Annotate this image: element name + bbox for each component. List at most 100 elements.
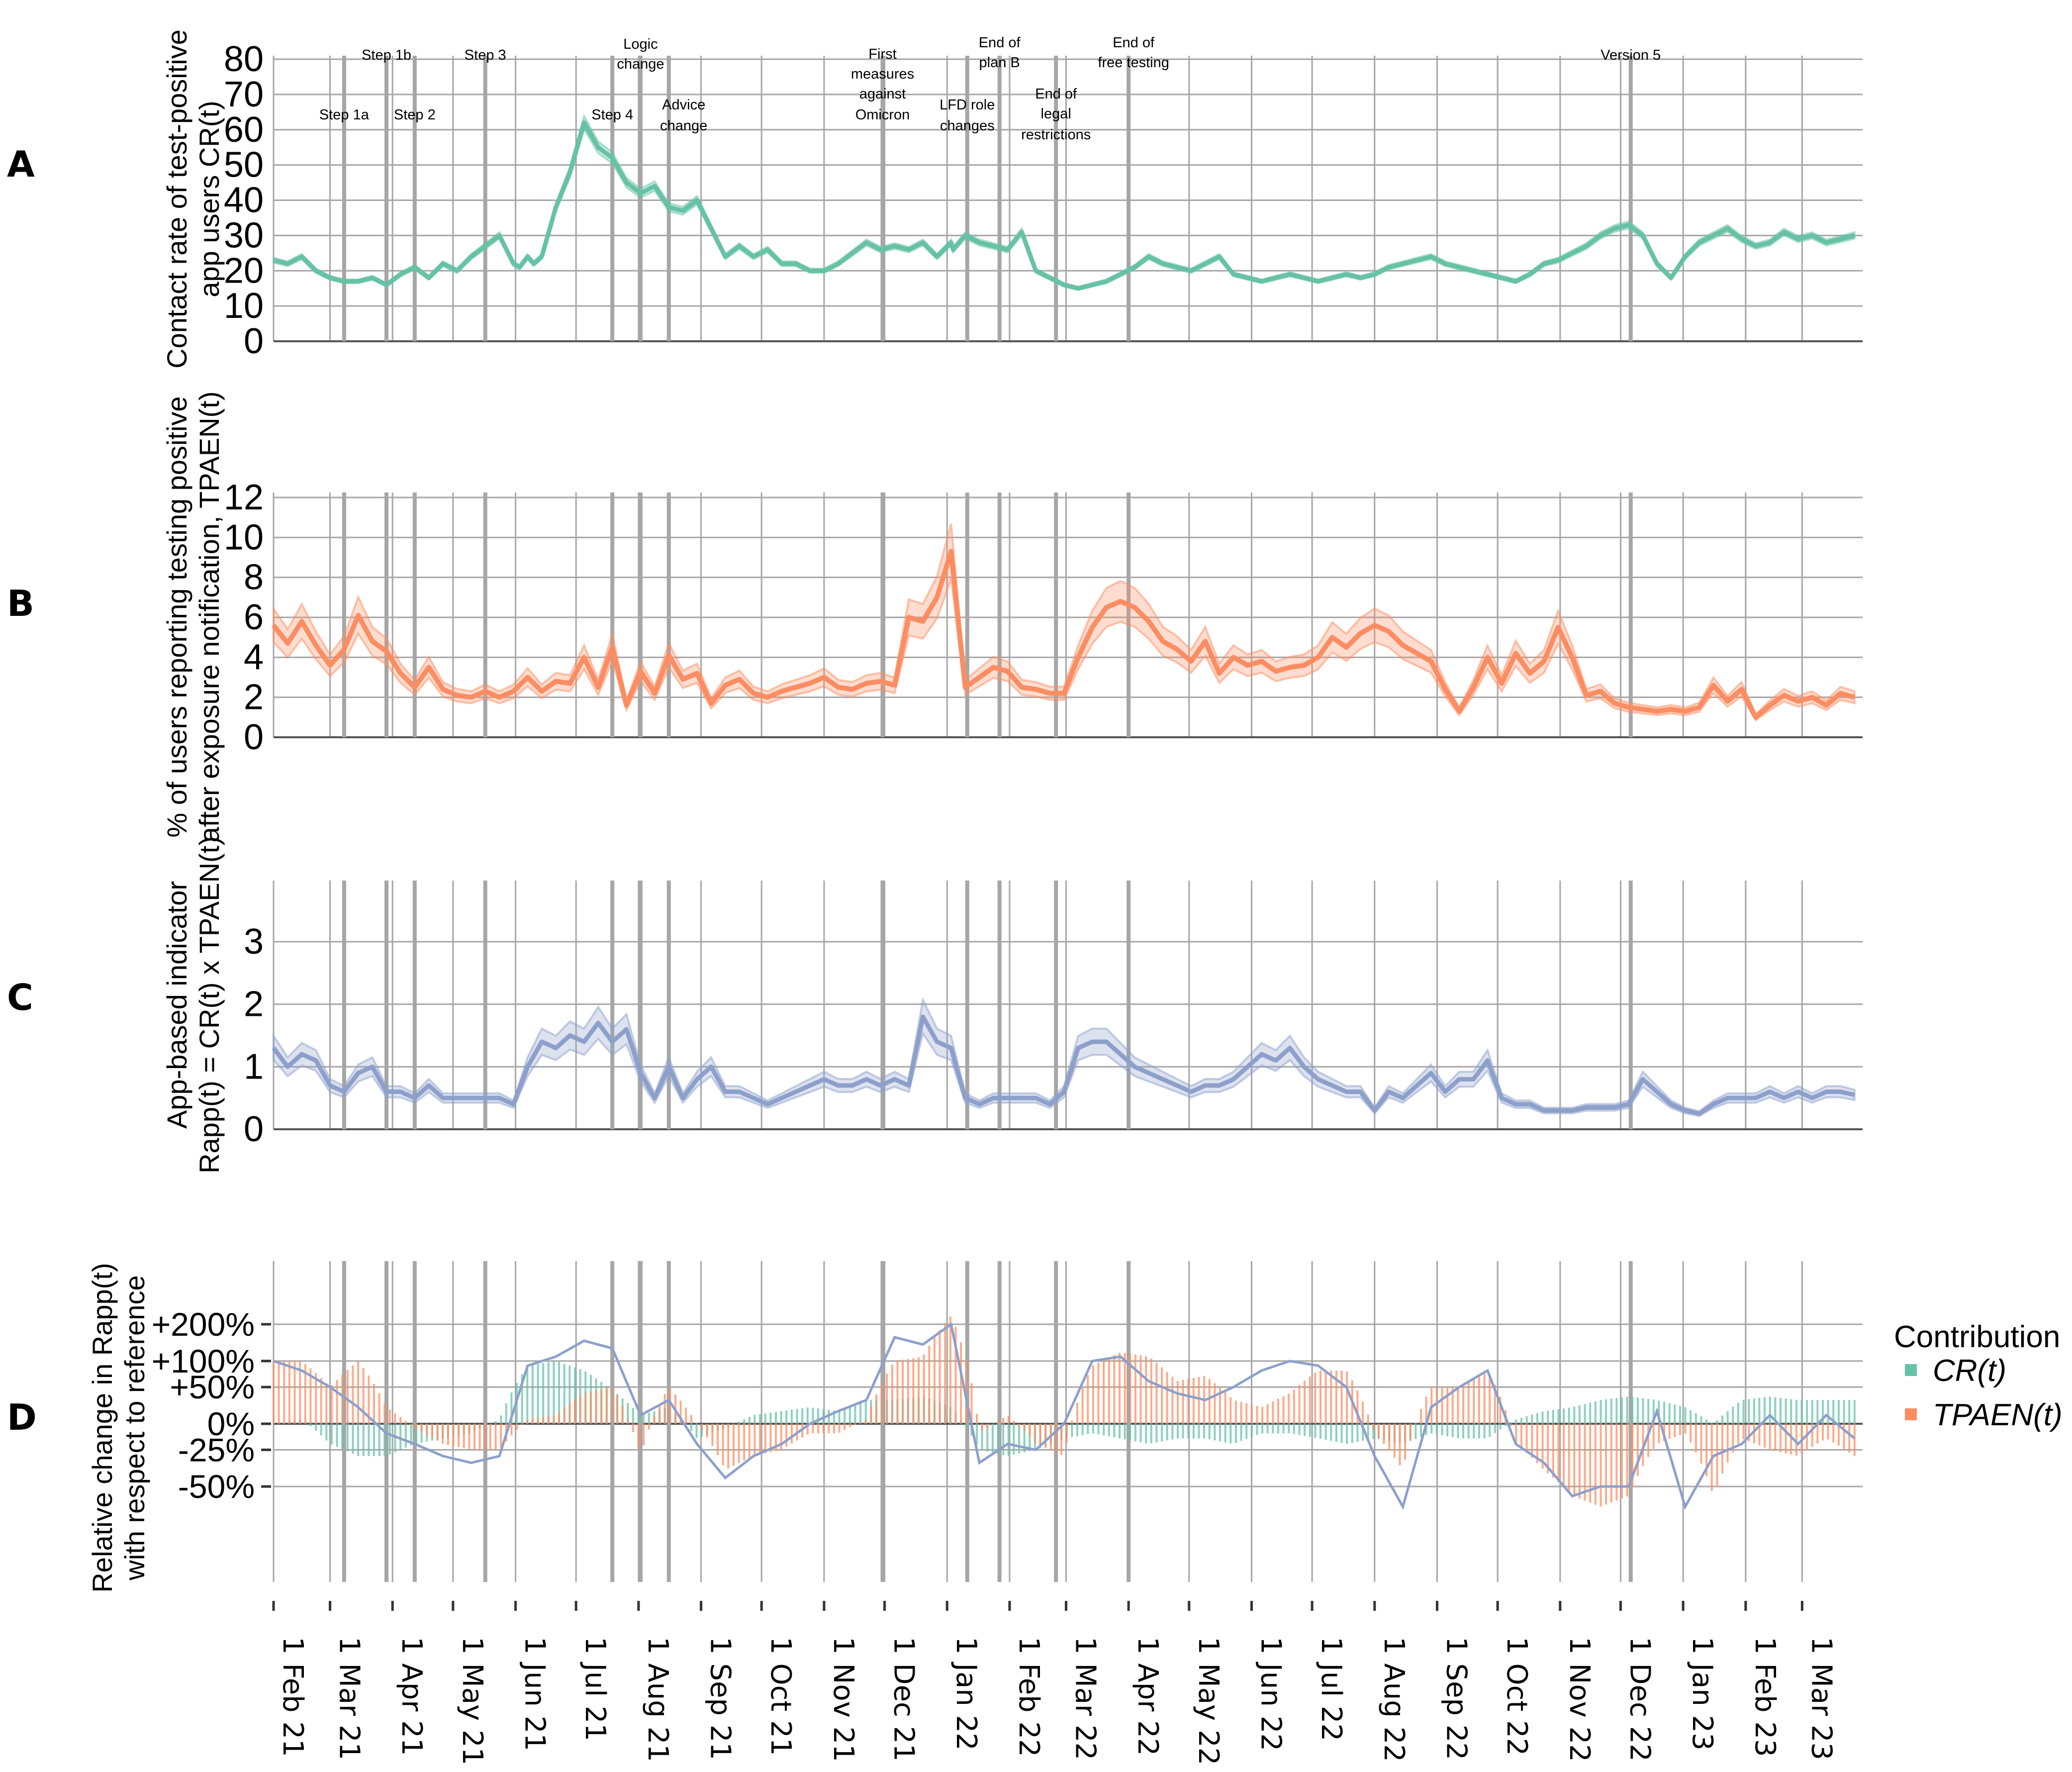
event-annotations: Step 1a Step 1b Step 2 Step 3 Step 4 Logic cha…	[319, 35, 1661, 143]
legend-swatch-tpaen	[1905, 1408, 1917, 1420]
event-lines-c	[342, 881, 1633, 1129]
panel-letter-c: C	[7, 977, 33, 1018]
y-tick-label: 6	[244, 597, 264, 637]
x-tick-label: 1 Feb 22	[1013, 1637, 1045, 1757]
y-axis-label-line: % of users reporting testing positive	[161, 396, 192, 837]
event-annotation: change	[660, 118, 707, 134]
y-axis-label-line: with respect to reference	[119, 1275, 150, 1580]
event-annotation: against	[859, 86, 906, 102]
x-tick-label: 1 Nov 21	[827, 1637, 859, 1762]
y-tick-label: 30	[224, 215, 264, 255]
y-tick-label: 80	[224, 39, 264, 79]
event-annotation: free testing	[1098, 55, 1169, 71]
cr-series	[273, 113, 1856, 291]
x-tick-label: 1 Jul 22	[1315, 1637, 1347, 1741]
x-tick-label: 1 Feb 21	[277, 1637, 309, 1757]
y-ticks-c: 0 1 2 3	[244, 922, 264, 1149]
event-annotation: End of	[1113, 35, 1155, 51]
x-tick-label: 1 Jan 22	[950, 1637, 982, 1751]
y-tick-label: 0	[244, 1109, 264, 1149]
y-tick-label: 1	[244, 1047, 264, 1086]
panel-letter-b: B	[7, 583, 34, 624]
event-annotation: measures	[851, 66, 914, 82]
y-axis-label-a: Contact rate of test-positive app users C…	[161, 29, 225, 369]
y-tick-label: 10	[224, 517, 264, 557]
series-line	[273, 120, 1855, 291]
y-tick-label: 20	[224, 251, 264, 291]
x-tick-label: 1 Jul 21	[579, 1637, 611, 1741]
y-tick-label: -50%	[178, 1468, 255, 1505]
event-annotation: changes	[940, 118, 995, 134]
event-lines-a	[342, 56, 1633, 341]
y-tick-label: 2	[244, 984, 264, 1024]
y-tick-label: 60	[224, 110, 264, 150]
y-tick-label: 50	[224, 145, 264, 185]
legend-swatch-cr	[1905, 1364, 1917, 1376]
x-tick-label: 1 May 22	[1192, 1637, 1224, 1765]
y-tick-label: -25%	[178, 1431, 255, 1468]
x-tick-label: 1 Sep 22	[1440, 1637, 1472, 1760]
event-annotation: Version 5	[1601, 47, 1661, 63]
x-tick-label: 1 Nov 22	[1563, 1637, 1596, 1762]
y-axis-label-line: Contact rate of test-positive	[161, 29, 192, 369]
panel-c: C App-based indicator Rapp(t) = CR(t) x T…	[7, 836, 1863, 1174]
x-tick-label: 1 Feb 23	[1749, 1637, 1781, 1757]
x-tick-label: 1 Dec 22	[1623, 1637, 1656, 1762]
tpaen-series	[272, 523, 1856, 722]
y-axis-label-d: Relative change in Rapp(t) with respect t…	[87, 1263, 150, 1592]
contribution-bars	[273, 1316, 1856, 1510]
y-tick-label: 4	[244, 637, 264, 677]
event-annotation: Omicron	[855, 107, 910, 123]
confidence-band	[273, 996, 1856, 1117]
y-tick-label: 40	[224, 181, 264, 220]
legend: Contribution CR(t) TPAEN(t)	[1894, 1320, 2063, 1432]
x-tick-label: 1 Apr 22	[1131, 1637, 1164, 1756]
y-tick-label: 2	[244, 678, 264, 717]
event-lines-b	[342, 492, 1633, 737]
x-tick-label: 1 Aug 21	[642, 1637, 674, 1762]
event-annotation: LFD role	[940, 97, 995, 113]
y-axis-label-line: Rapp(t) = CR(t) x TPAEN(t)	[193, 836, 225, 1174]
y-axis-label-c: App-based indicator Rapp(t) = CR(t) x TPA…	[161, 836, 225, 1174]
y-tick-label: +50%	[170, 1369, 255, 1405]
y-ticks-d: -50%-25%0%+50%+100%+200%	[152, 1306, 271, 1505]
event-annotation: change	[617, 56, 664, 72]
event-annotation: First	[868, 46, 896, 62]
y-tick-label: 3	[244, 922, 264, 962]
y-axis-label-b: % of users reporting testing positive aft…	[161, 392, 225, 843]
legend-label-cr: CR(t)	[1933, 1354, 2006, 1388]
event-annotation: restrictions	[1021, 127, 1091, 143]
event-annotation: Advice	[662, 97, 705, 113]
x-tick-label: 1 Jun 21	[519, 1637, 551, 1751]
y-tick-label: 8	[244, 558, 264, 597]
event-annotation: Step 1b	[362, 47, 411, 63]
x-tick-label: 1 Oct 22	[1501, 1637, 1533, 1756]
x-tick-label: 1 Mar 23	[1805, 1637, 1837, 1760]
panel-d: D Relative change in Rapp(t) with respect…	[7, 1261, 2063, 1593]
y-axis-label-line: app users CR(t)	[193, 100, 225, 297]
event-annotation: Step 4	[591, 107, 633, 123]
event-annotation: Step 2	[394, 107, 436, 123]
series-line	[272, 1014, 1855, 1116]
panel-letter-a: A	[7, 143, 35, 185]
grid-c	[273, 881, 1863, 1130]
x-tick-label: 1 Mar 21	[333, 1637, 366, 1760]
x-tick-label: 1 Sep 21	[704, 1637, 737, 1760]
x-tick-label: 1 Aug 22	[1378, 1637, 1410, 1762]
event-annotation: plan B	[979, 55, 1020, 71]
event-annotation: End of	[979, 35, 1021, 51]
y-tick-label: 0	[244, 321, 264, 361]
event-annotation: Step 3	[465, 47, 506, 63]
rapp-series	[272, 996, 1856, 1117]
y-tick-label: 0	[244, 717, 264, 757]
y-axis-label-line: after exposure notification, TPAEN(t)	[193, 392, 225, 843]
y-tick-label: 10	[224, 286, 264, 326]
series-line	[272, 549, 1856, 720]
event-annotation: End of	[1035, 86, 1077, 102]
legend-label-tpaen: TPAEN(t)	[1933, 1398, 2063, 1432]
event-annotation: Step 1a	[319, 107, 370, 123]
x-axis: 1 Feb 21 1 Mar 21 1 Apr 21 1 May 21 1 Jun 21…	[272, 1601, 1837, 1765]
relative-change-line	[273, 1322, 1856, 1510]
